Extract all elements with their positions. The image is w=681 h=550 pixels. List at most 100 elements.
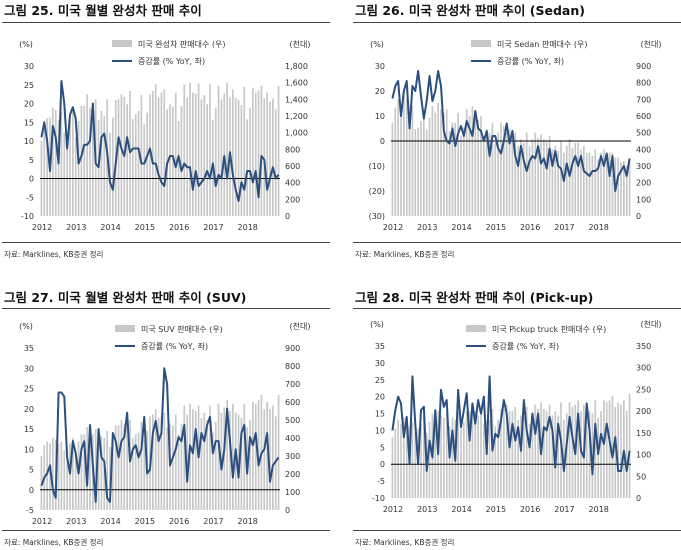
right-axis-unit: (천대) [641,39,662,49]
bar [628,159,631,216]
x-tick-label: 2017 [203,517,223,526]
bar [557,151,559,216]
bar [394,428,397,498]
bar [120,420,123,510]
title-rule [353,22,681,23]
bar [623,161,625,216]
bar [534,404,537,498]
bar [266,402,268,510]
bar [523,142,525,216]
bar [169,104,171,216]
right-tick-label: 300 [636,162,651,171]
bar [528,424,531,498]
legend-line-label: 증감률 (% YoY, 좌) [138,56,205,66]
bar [43,126,46,216]
bar [160,92,163,216]
left-tick-label: (20) [369,187,385,196]
bar [80,434,83,510]
bar [605,152,608,216]
left-tick-label: 25 [375,376,385,385]
bar [431,106,434,216]
source-rule [2,530,330,531]
bar [192,92,194,216]
bar [257,90,260,216]
bar [471,106,474,216]
bar [400,112,402,216]
left-tick-label: 20 [24,405,34,414]
bar [414,432,417,498]
bar [94,429,97,510]
bar [548,136,551,216]
bar [206,420,208,510]
bar [212,432,214,510]
bar [77,441,80,510]
bar [192,409,194,510]
right-tick-label: 50 [636,472,646,481]
bar [480,116,482,216]
right-tick-label: 600 [285,162,300,171]
bar [214,107,217,216]
right-tick-label: 600 [636,112,651,121]
source-note: 자료: Marklines, KB증권 정리 [355,250,455,259]
bar [140,421,143,510]
bar [49,443,51,510]
x-tick-label: 2015 [135,223,155,232]
bar [511,132,514,216]
bar [565,146,568,216]
x-tick-label: 2013 [66,223,86,232]
bar [474,112,477,216]
bar [269,101,271,216]
bar [528,146,531,216]
bar [46,441,48,510]
bar [203,95,206,216]
bar [505,404,508,498]
bar [137,432,140,510]
bar [177,434,180,510]
bar [445,413,448,498]
x-tick-label: 2017 [203,223,223,232]
x-tick-label: 2012 [32,223,52,232]
bar [588,411,591,498]
right-tick-label: 100 [285,488,300,497]
bar [103,116,106,216]
bar [411,422,414,498]
bar [511,411,514,498]
bar [460,136,462,216]
bar [240,105,243,216]
left-tick-label: 5 [29,466,34,475]
bar [234,97,237,216]
right-tick-label: 400 [285,434,300,443]
bar [597,417,599,498]
bar [454,122,457,216]
bar [254,403,257,510]
chart-panel-25: 그림 25. 미국 월별 완성차 판매 추이 30 25 20 15 10 5 0 -5 -10… [0,0,330,270]
bar [428,422,431,498]
bar [223,93,226,216]
bar [565,413,568,498]
bar [434,415,437,498]
left-tick-label: 5 [380,443,385,452]
bar [597,159,599,216]
bar [209,84,211,216]
right-tick-label: 100 [636,195,651,204]
bar [260,86,263,216]
right-tick-label: 800 [636,79,651,88]
bar [126,104,128,216]
right-tick-label: 300 [636,364,651,373]
series-line [40,367,280,503]
bar [194,411,197,510]
x-tick-label: 2014 [100,223,120,232]
bar [117,425,120,510]
bar [226,82,228,216]
bar [525,406,528,498]
bar [183,405,186,510]
bar [420,121,422,216]
x-tick-label: 2015 [135,517,155,526]
bar [505,122,508,216]
bar [477,415,479,498]
bar [523,417,525,498]
right-tick-label: 350 [636,342,651,351]
bar [46,118,48,216]
right-tick-label: 200 [636,407,651,416]
left-axis-unit: (%) [370,320,384,329]
